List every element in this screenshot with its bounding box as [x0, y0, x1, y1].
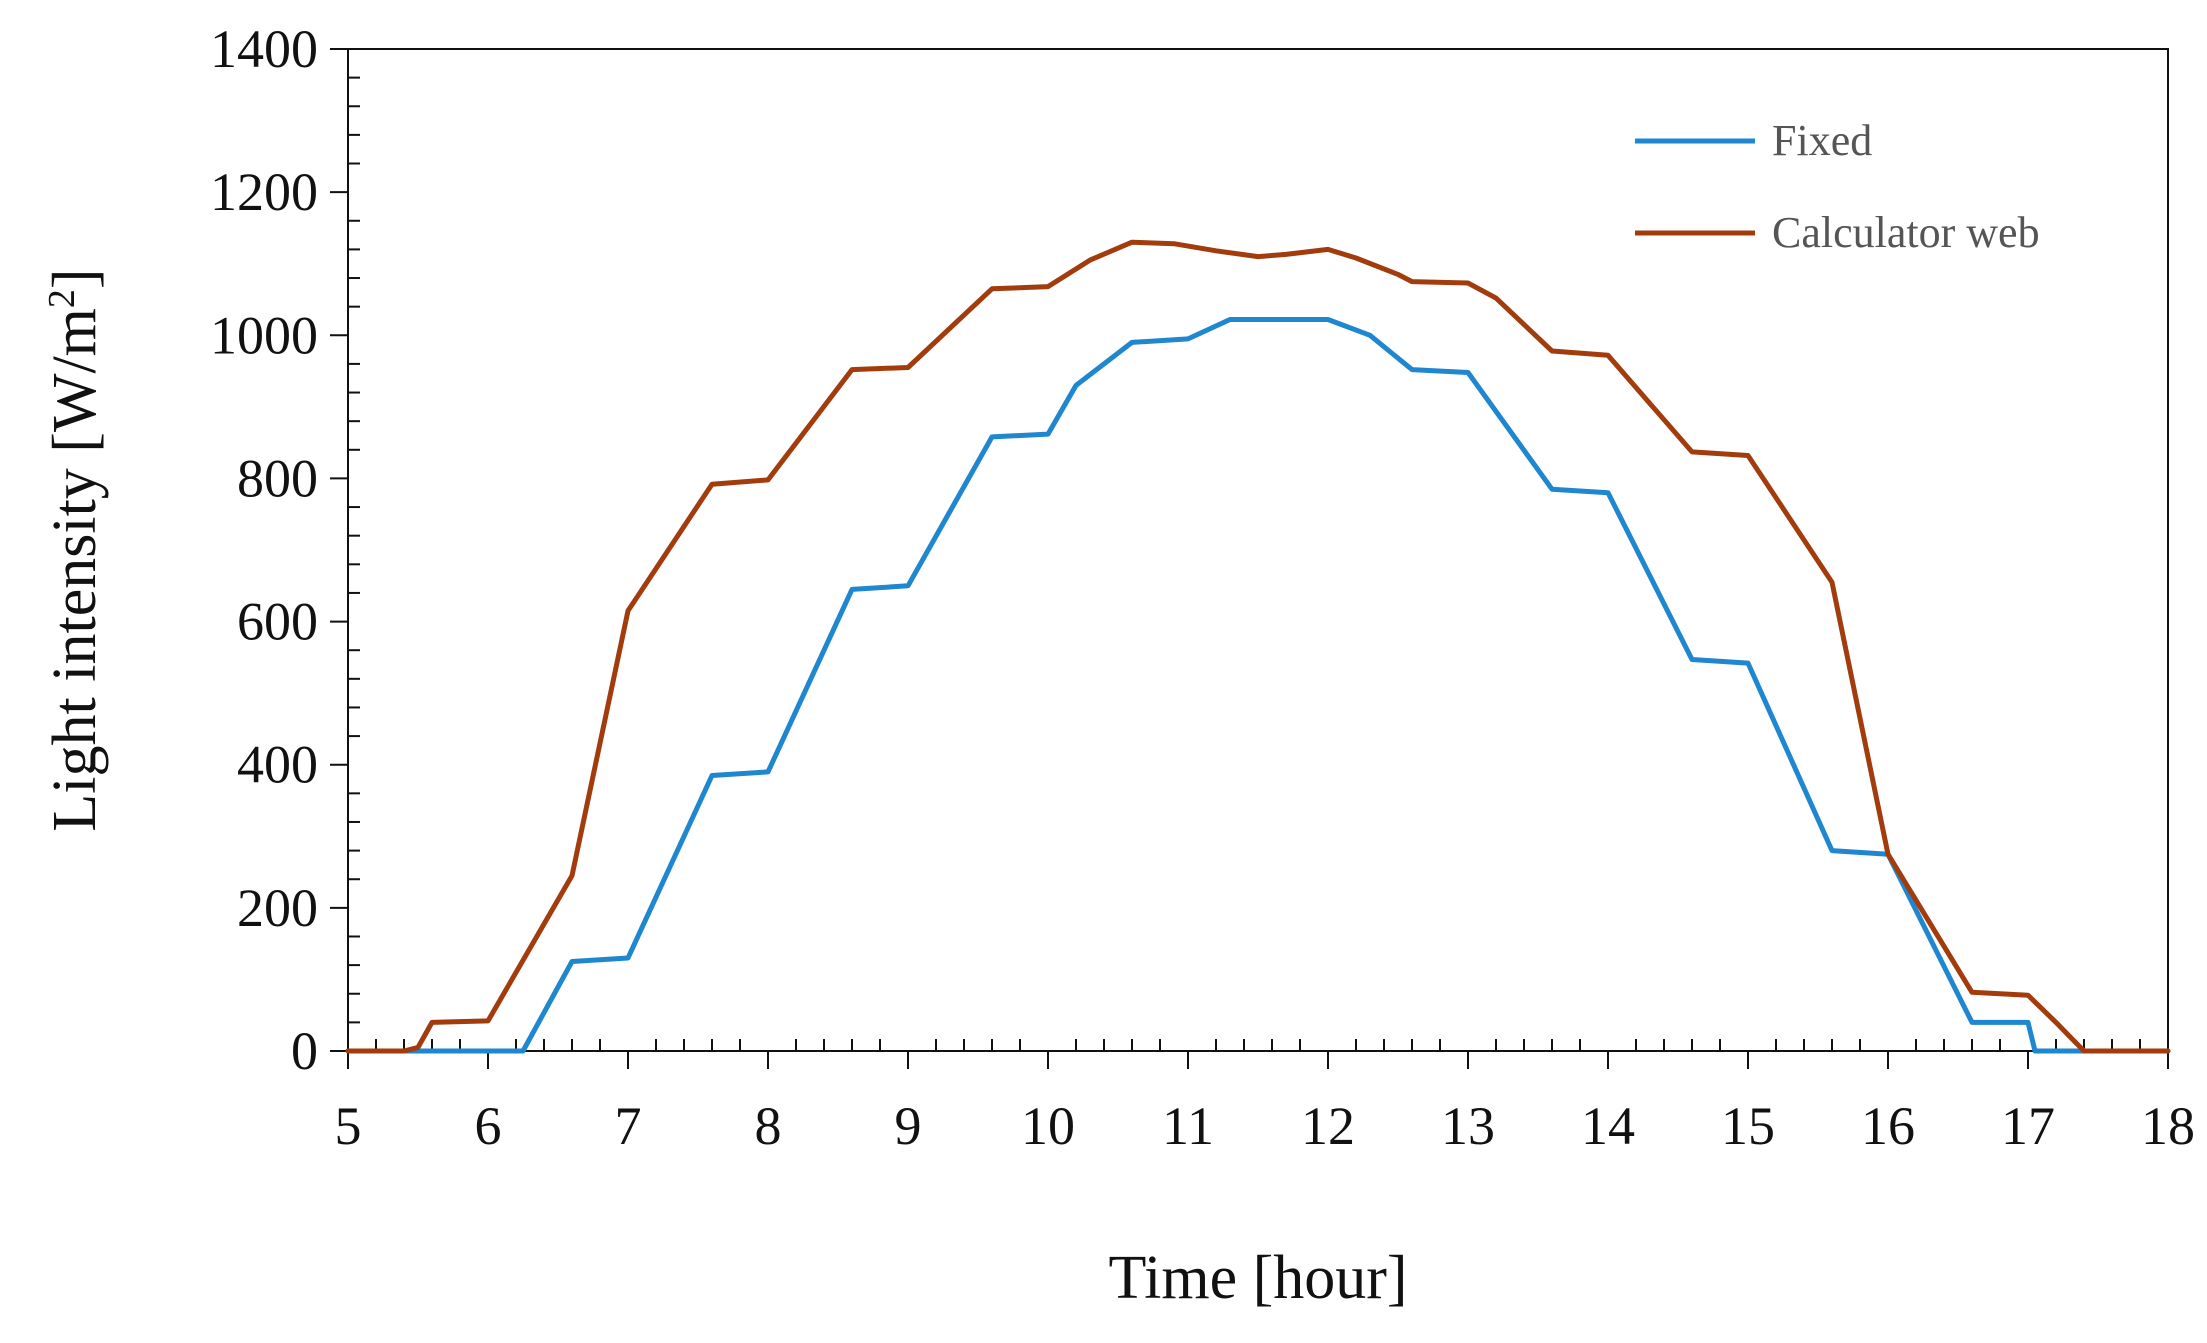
series-line-fixed [345, 317, 2171, 1054]
x-tick-label: 7 [615, 1096, 642, 1156]
x-tick-label: 16 [1861, 1096, 1915, 1156]
tick-labels: 5 6 7 8 9 10 11 12 13 14 15 16 17 18 0 200 400 600 800 1000… [210, 19, 2195, 1156]
y-axis-title-superscript: 2 [41, 289, 83, 308]
y-tick-label: 200 [237, 878, 318, 938]
legend-label-calculator-web: Calculator web [1772, 208, 2040, 257]
x-tick-label: 8 [755, 1096, 782, 1156]
y-tick-label: 0 [291, 1021, 318, 1081]
y-axis-title: Light intensity [W/m2] [41, 268, 109, 831]
y-tick-label: 1400 [210, 19, 318, 79]
y-tick-label: 600 [237, 592, 318, 652]
x-tick-label: 12 [1301, 1096, 1355, 1156]
x-tick-label: 10 [1021, 1096, 1075, 1156]
x-tick-label: 11 [1162, 1096, 1214, 1156]
y-axis-title-main: Light intensity [W/m [41, 308, 109, 832]
plot-frame [347, 48, 2169, 1052]
x-tick-label: 6 [475, 1096, 502, 1156]
legend: Fixed Calculator web [1635, 116, 2040, 257]
y-tick-label: 1000 [210, 305, 318, 365]
y-tick-label: 800 [237, 448, 318, 508]
x-tick-label: 14 [1581, 1096, 1635, 1156]
series-line-calculator-web [345, 239, 2171, 1054]
x-tick-label: 17 [2001, 1096, 2055, 1156]
x-tick-label: 5 [335, 1096, 362, 1156]
x-tick-label: 13 [1441, 1096, 1495, 1156]
y-axis-title-end: ] [41, 268, 109, 289]
y-tick-label: 1200 [210, 162, 318, 222]
x-tick-label: 15 [1721, 1096, 1775, 1156]
x-tick-label: 18 [2141, 1096, 2195, 1156]
legend-label-fixed: Fixed [1772, 116, 1872, 165]
axis-ticks [330, 48, 2169, 1069]
y-tick-label: 400 [237, 735, 318, 795]
x-axis-title: Time [hour] [1108, 1244, 1407, 1312]
x-tick-label: 9 [895, 1096, 922, 1156]
series-lines [345, 239, 2171, 1054]
